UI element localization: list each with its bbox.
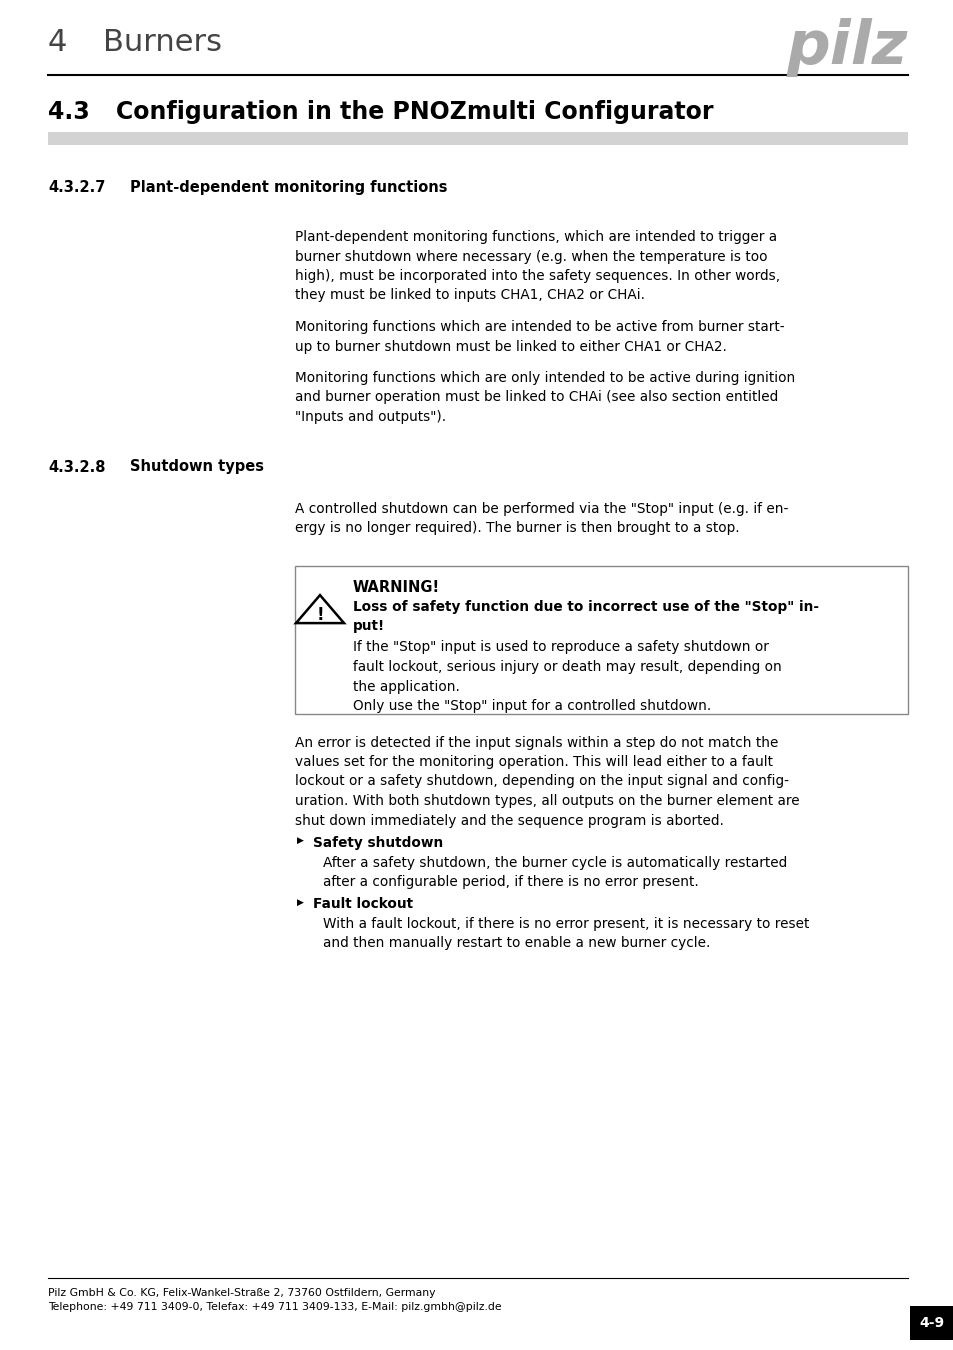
Text: A controlled shutdown can be performed via the "Stop" input (e.g. if en-: A controlled shutdown can be performed v… — [294, 501, 787, 516]
Text: Fault lockout: Fault lockout — [313, 898, 413, 911]
Text: fault lockout, serious injury or death may result, depending on: fault lockout, serious injury or death m… — [353, 660, 781, 674]
Text: If the "Stop" input is used to reproduce a safety shutdown or: If the "Stop" input is used to reproduce… — [353, 640, 768, 655]
Text: 4.3.2.7: 4.3.2.7 — [48, 180, 105, 194]
Text: Burners: Burners — [103, 28, 222, 57]
Text: Shutdown types: Shutdown types — [130, 459, 264, 474]
Text: Plant-dependent monitoring functions: Plant-dependent monitoring functions — [130, 180, 447, 194]
Text: lockout or a safety shutdown, depending on the input signal and config-: lockout or a safety shutdown, depending … — [294, 775, 788, 788]
Text: 4.3: 4.3 — [48, 100, 90, 124]
Text: ▶: ▶ — [296, 898, 304, 906]
Text: WARNING!: WARNING! — [353, 579, 439, 594]
Text: Monitoring functions which are intended to be active from burner start-: Monitoring functions which are intended … — [294, 320, 783, 333]
Text: and burner operation must be linked to CHAi (see also section entitled: and burner operation must be linked to C… — [294, 390, 778, 405]
Text: !: ! — [315, 606, 323, 625]
Text: Configuration in the PNOZmulti Configurator: Configuration in the PNOZmulti Configura… — [116, 100, 713, 124]
Text: pilz: pilz — [786, 18, 907, 77]
Text: ergy is no longer required). The burner is then brought to a stop.: ergy is no longer required). The burner … — [294, 521, 739, 535]
Text: 4-9: 4-9 — [919, 1316, 943, 1330]
Text: Safety shutdown: Safety shutdown — [313, 836, 443, 850]
Text: 4.3.2.8: 4.3.2.8 — [48, 459, 106, 474]
Text: Pilz GmbH & Co. KG, Felix-Wankel-Straße 2, 73760 Ostfildern, Germany: Pilz GmbH & Co. KG, Felix-Wankel-Straße … — [48, 1288, 435, 1297]
Text: With a fault lockout, if there is no error present, it is necessary to reset: With a fault lockout, if there is no err… — [323, 917, 808, 932]
Text: ▶: ▶ — [296, 836, 304, 845]
Text: up to burner shutdown must be linked to either CHA1 or CHA2.: up to burner shutdown must be linked to … — [294, 339, 726, 354]
Text: put!: put! — [353, 620, 385, 633]
Text: Plant-dependent monitoring functions, which are intended to trigger a: Plant-dependent monitoring functions, wh… — [294, 230, 777, 244]
Text: 4: 4 — [48, 28, 68, 57]
Bar — [294, 566, 907, 714]
Text: uration. With both shutdown types, all outputs on the burner element are: uration. With both shutdown types, all o… — [294, 794, 799, 809]
Text: Loss of safety function due to incorrect use of the "Stop" in-: Loss of safety function due to incorrect… — [353, 599, 818, 613]
Text: values set for the monitoring operation. This will lead either to a fault: values set for the monitoring operation.… — [294, 755, 772, 770]
Bar — [909, 1305, 953, 1341]
Text: high), must be incorporated into the safety sequences. In other words,: high), must be incorporated into the saf… — [294, 269, 780, 284]
Text: Monitoring functions which are only intended to be active during ignition: Monitoring functions which are only inte… — [294, 371, 795, 385]
Bar — [48, 132, 907, 144]
Text: shut down immediately and the sequence program is aborted.: shut down immediately and the sequence p… — [294, 814, 723, 828]
Text: burner shutdown where necessary (e.g. when the temperature is too: burner shutdown where necessary (e.g. wh… — [294, 250, 767, 263]
Text: the application.: the application. — [353, 679, 459, 694]
Text: Only use the "Stop" input for a controlled shutdown.: Only use the "Stop" input for a controll… — [353, 699, 711, 713]
Text: Telephone: +49 711 3409-0, Telefax: +49 711 3409-133, E-Mail: pilz.gmbh@pilz.de: Telephone: +49 711 3409-0, Telefax: +49 … — [48, 1301, 501, 1312]
Text: An error is detected if the input signals within a step do not match the: An error is detected if the input signal… — [294, 736, 778, 749]
Text: after a configurable period, if there is no error present.: after a configurable period, if there is… — [323, 875, 698, 890]
Text: and then manually restart to enable a new burner cycle.: and then manually restart to enable a ne… — [323, 937, 710, 950]
Text: After a safety shutdown, the burner cycle is automatically restarted: After a safety shutdown, the burner cycl… — [323, 856, 786, 869]
Text: they must be linked to inputs CHA1, CHA2 or CHAi.: they must be linked to inputs CHA1, CHA2… — [294, 289, 644, 302]
Text: "Inputs and outputs").: "Inputs and outputs"). — [294, 410, 446, 424]
